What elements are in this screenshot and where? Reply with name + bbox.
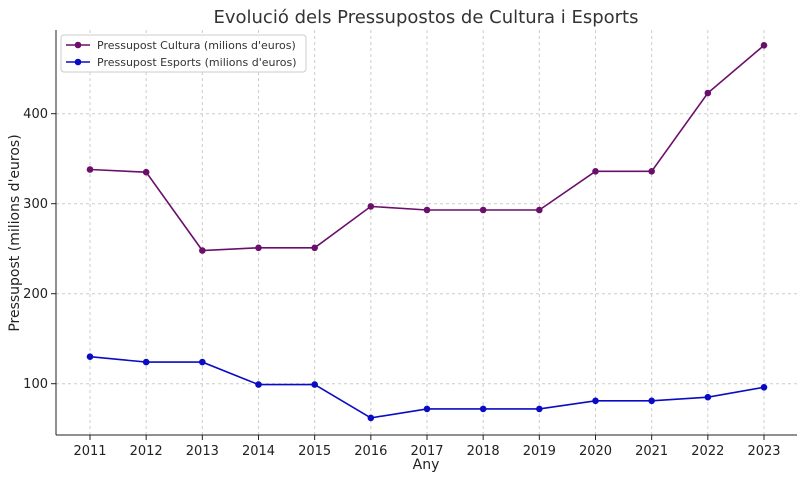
x-tick-label: 2021: [635, 444, 668, 459]
data-point: [367, 203, 375, 210]
data-point: [86, 353, 94, 361]
data-point: [704, 89, 712, 97]
x-tick-label: 2019: [523, 444, 556, 459]
y-axis-label: Pressupost (milions d'euros): [7, 134, 23, 331]
data-point: [255, 244, 262, 252]
data-point: [648, 168, 655, 175]
x-tick-label: 2023: [747, 444, 780, 459]
x-tick-label: 2017: [410, 444, 443, 459]
series-esports: [86, 353, 768, 422]
data-point: [311, 381, 318, 388]
data-point: [311, 244, 318, 252]
legend-marker: [74, 58, 82, 66]
legend-label: Pressupost Cultura (milions d'euros): [97, 39, 296, 52]
legend-marker: [74, 41, 82, 49]
data-point: [536, 206, 543, 214]
data-point: [423, 206, 431, 214]
legend: Pressupost Cultura (milions d'euros) Pres…: [60, 34, 307, 73]
y-tick-label: 400: [23, 107, 48, 122]
data-point: [704, 393, 712, 401]
x-tick-label: 2022: [691, 444, 724, 459]
x-tick-label: 2011: [73, 444, 106, 459]
data-point: [142, 358, 150, 366]
data-point: [423, 405, 431, 413]
x-tick-label: 2014: [242, 444, 275, 459]
x-tick-label: 2020: [579, 444, 612, 459]
data-point: [760, 384, 768, 391]
x-axis-label: Any: [413, 457, 440, 473]
data-point: [199, 358, 206, 366]
data-point: [536, 405, 543, 413]
data-point: [255, 381, 262, 388]
x-tick-label: 2015: [298, 444, 331, 459]
data-point: [479, 206, 487, 214]
data-point: [592, 168, 599, 175]
series-layer: [86, 42, 768, 422]
grid-layer: [56, 30, 797, 435]
series-line: [89, 44, 765, 252]
data-point: [367, 414, 375, 422]
y-tick-label: 300: [23, 197, 48, 212]
x-tick-label: 2018: [467, 444, 500, 459]
data-point: [648, 397, 655, 405]
data-point: [86, 166, 94, 173]
data-point: [142, 168, 150, 176]
y-tick-label: 100: [23, 377, 48, 392]
legend-label: Pressupost Esports (milions d'euros): [97, 56, 297, 69]
y-tick-label: 200: [23, 287, 48, 302]
data-point: [760, 42, 768, 49]
data-point: [479, 405, 487, 413]
series-cultura: [86, 42, 768, 254]
legend-box: [60, 34, 307, 73]
x-tick-label: 2013: [186, 444, 219, 459]
x-tick-label: 2012: [130, 444, 163, 459]
x-tick-label: 2016: [354, 444, 387, 459]
data-point: [592, 397, 599, 405]
chart-title: Evolució dels Pressupostos de Cultura i …: [213, 7, 638, 28]
data-point: [199, 247, 206, 254]
ticks-layer: 2011 2012 2013 2014 2015 2016 2017 2018 2019 2020…: [23, 107, 780, 459]
